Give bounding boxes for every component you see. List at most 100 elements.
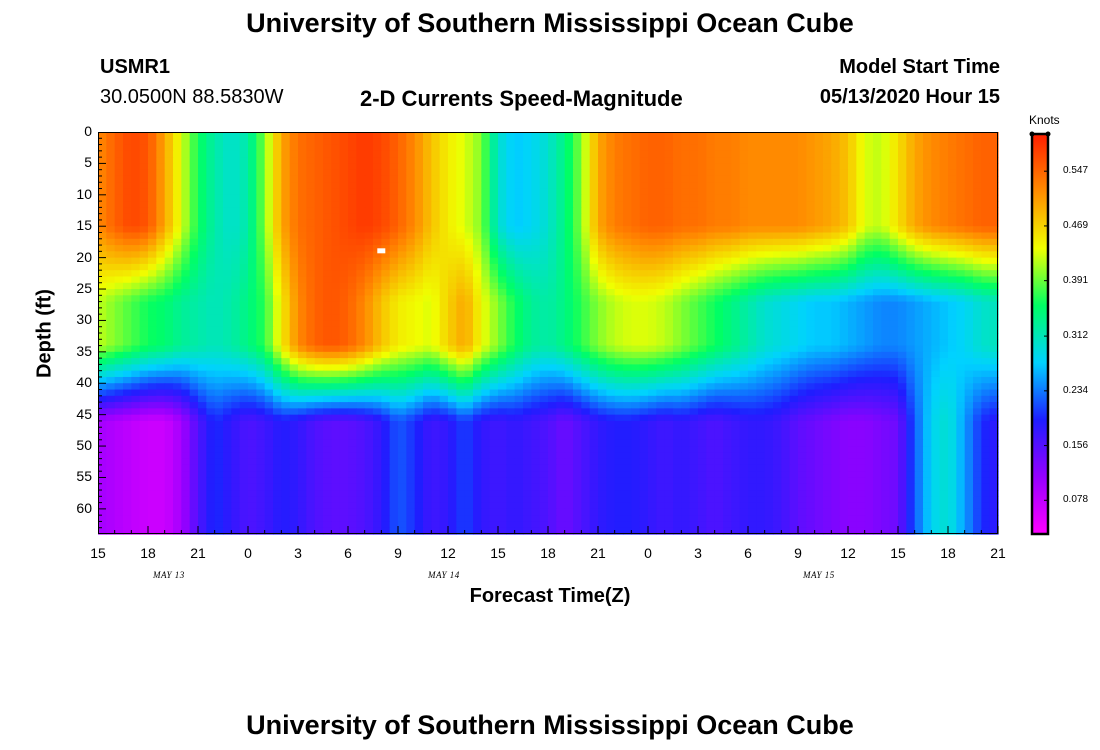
heatmap-cell xyxy=(423,251,432,259)
heatmap-cell xyxy=(356,132,366,139)
heatmap-cell xyxy=(531,163,541,171)
heatmap-cell xyxy=(639,270,649,278)
heatmap-cell xyxy=(206,201,216,208)
heatmap-cell xyxy=(973,132,982,139)
heatmap-cell xyxy=(531,326,541,334)
heatmap-cell xyxy=(606,270,616,278)
heatmap-cell xyxy=(614,395,624,403)
heatmap-cell xyxy=(239,389,249,397)
heatmap-cell xyxy=(914,201,924,208)
heatmap-cell xyxy=(964,314,974,322)
heatmap-cell xyxy=(289,402,299,409)
heatmap-cell xyxy=(598,364,607,372)
heatmap-cell xyxy=(981,339,991,347)
heatmap-cell xyxy=(123,314,132,322)
heatmap-cell xyxy=(406,270,416,278)
heatmap-cell xyxy=(114,333,124,340)
heatmap-cell xyxy=(748,307,757,315)
heatmap-cell xyxy=(964,251,974,259)
heatmap-cell xyxy=(156,157,166,165)
heatmap-cell xyxy=(406,132,416,139)
heatmap-cell xyxy=(431,201,441,208)
heatmap-cell xyxy=(156,289,166,296)
heatmap-cell xyxy=(614,226,624,234)
heatmap-cell xyxy=(123,138,132,146)
heatmap-cell xyxy=(573,289,582,296)
heatmap-cell xyxy=(431,326,441,334)
heatmap-cell xyxy=(923,408,932,416)
heatmap-cell xyxy=(339,144,349,152)
heatmap-cell xyxy=(839,263,849,271)
heatmap-cell xyxy=(398,201,407,208)
heatmap-cell xyxy=(106,395,116,403)
heatmap-cell xyxy=(223,213,232,221)
heatmap-cell xyxy=(789,138,799,146)
heatmap-cell xyxy=(206,257,216,265)
heatmap-cell xyxy=(664,263,674,271)
heatmap-cell xyxy=(764,132,774,139)
heatmap-cell xyxy=(689,207,699,215)
heatmap-cell xyxy=(581,414,591,422)
heatmap-cell xyxy=(689,150,699,158)
heatmap-cell xyxy=(539,314,549,322)
heatmap-cell xyxy=(681,138,691,146)
heatmap-cell xyxy=(864,175,874,183)
heatmap-cell xyxy=(981,263,991,271)
heatmap-cell xyxy=(731,144,741,152)
heatmap-cell xyxy=(523,339,532,347)
heatmap-cell xyxy=(198,339,207,347)
heatmap-cell xyxy=(748,389,757,397)
heatmap-cell xyxy=(148,169,157,177)
heatmap-cell xyxy=(189,219,199,227)
heatmap-cell xyxy=(631,314,641,322)
heatmap-cell xyxy=(523,194,532,202)
heatmap-cell xyxy=(489,345,499,353)
heatmap-cell xyxy=(723,376,732,384)
heatmap-cell xyxy=(373,194,382,202)
heatmap-cell xyxy=(306,219,316,227)
heatmap-cell xyxy=(681,351,691,359)
heatmap-cell xyxy=(989,194,999,202)
heatmap-cell xyxy=(648,219,657,227)
heatmap-cell xyxy=(631,232,641,240)
heatmap-cell xyxy=(156,182,166,190)
heatmap-cell xyxy=(423,414,432,422)
heatmap-cell xyxy=(323,213,332,221)
heatmap-cell xyxy=(631,307,641,315)
heatmap-cell xyxy=(598,314,607,322)
heatmap-cell xyxy=(806,295,816,303)
heatmap-cell xyxy=(173,370,182,378)
heatmap-cell xyxy=(573,402,582,409)
heatmap-cell xyxy=(156,232,166,240)
heatmap-cell xyxy=(223,314,232,322)
heatmap-cell xyxy=(564,251,574,259)
heatmap-cell xyxy=(839,219,849,227)
heatmap-cell xyxy=(164,326,174,334)
heatmap-cell xyxy=(973,175,982,183)
heatmap-cell xyxy=(889,276,899,284)
heatmap-cell xyxy=(114,420,124,428)
heatmap-cell xyxy=(181,263,191,271)
heatmap-cell xyxy=(806,257,816,265)
heatmap-cell xyxy=(98,383,107,391)
heatmap-cell xyxy=(306,232,316,240)
heatmap-cell xyxy=(356,414,366,422)
heatmap-cell xyxy=(473,219,482,227)
heatmap-cell xyxy=(389,333,399,340)
heatmap-cell xyxy=(256,238,266,246)
heatmap-cell xyxy=(831,376,841,384)
heatmap-cell xyxy=(306,188,316,196)
heatmap-cell xyxy=(323,414,332,422)
heatmap-cell xyxy=(531,150,541,158)
heatmap-cell xyxy=(873,282,882,290)
heatmap-cell xyxy=(889,326,899,334)
heatmap-cell xyxy=(348,194,357,202)
heatmap-cell xyxy=(356,408,366,416)
heatmap-cell xyxy=(831,364,841,372)
heatmap-cell xyxy=(473,295,482,303)
heatmap-cell xyxy=(806,238,816,246)
heatmap-cell xyxy=(164,219,174,227)
heatmap-cell xyxy=(764,351,774,359)
heatmap-cell xyxy=(139,157,149,165)
heatmap-cell xyxy=(906,345,916,353)
